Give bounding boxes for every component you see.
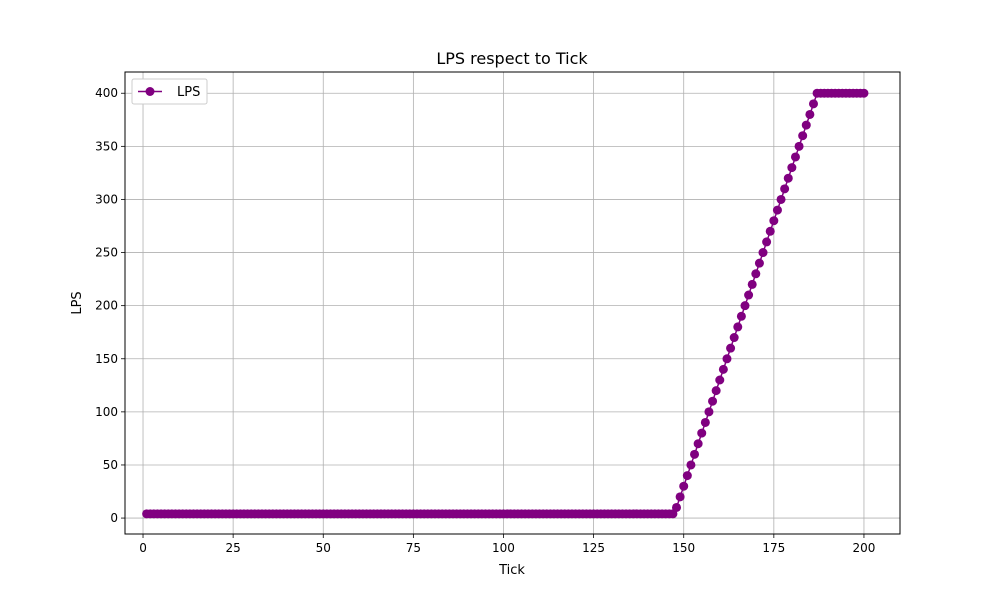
chart-title: LPS respect to Tick	[436, 49, 588, 68]
y-tick-label: 50	[103, 458, 118, 472]
legend-box	[131, 78, 208, 105]
x-tick-label: 100	[492, 541, 515, 555]
data-point	[736, 311, 746, 321]
data-point	[672, 502, 682, 512]
x-tick-label: 75	[406, 541, 421, 555]
data-point	[859, 88, 869, 98]
data-point	[769, 216, 779, 226]
data-point	[693, 439, 703, 449]
data-point	[740, 301, 750, 311]
x-tick-label: 125	[582, 541, 605, 555]
y-tick-label: 100	[95, 405, 118, 419]
plot-area	[124, 71, 901, 535]
data-point	[754, 258, 764, 268]
data-point	[697, 428, 707, 438]
data-point	[711, 386, 721, 396]
data-point	[679, 481, 689, 491]
y-tick-label: 200	[95, 299, 118, 313]
y-tick-label: 0	[110, 511, 118, 525]
data-point	[722, 354, 732, 364]
data-point	[780, 184, 790, 194]
grid-layer	[125, 72, 900, 534]
data-point	[787, 163, 797, 173]
data-point	[708, 396, 718, 406]
data-point	[675, 492, 685, 502]
series-layer	[142, 88, 869, 519]
data-point	[798, 131, 808, 141]
x-tick-label: 25	[225, 541, 240, 555]
data-point	[751, 269, 761, 279]
x-tick-label: 50	[316, 541, 331, 555]
data-point	[729, 333, 739, 343]
x-tick-label: 0	[139, 541, 147, 555]
data-point	[808, 99, 818, 109]
data-point	[762, 237, 772, 247]
legend: LPS	[131, 78, 208, 105]
x-tick-label: 175	[762, 541, 785, 555]
y-tick-label: 400	[95, 86, 118, 100]
data-point	[726, 343, 736, 353]
data-point	[765, 226, 775, 236]
data-point	[715, 375, 725, 385]
data-point	[783, 173, 793, 183]
x-tick-label: 150	[672, 541, 695, 555]
data-point	[776, 194, 786, 204]
data-point	[744, 290, 754, 300]
y-axis-label: LPS	[70, 291, 85, 314]
data-point	[747, 279, 757, 289]
data-point	[790, 152, 800, 162]
y-tick-label: 300	[95, 192, 118, 206]
data-point	[718, 364, 728, 374]
y-tick-label: 350	[95, 139, 118, 153]
legend-marker	[145, 87, 155, 96]
data-point	[758, 248, 768, 258]
y-tick-label: 150	[95, 352, 118, 366]
data-point	[733, 322, 743, 332]
series-line	[146, 92, 864, 515]
data-point	[794, 141, 804, 151]
x-axis-label: Tick	[498, 563, 525, 578]
data-point	[682, 471, 692, 481]
data-point	[801, 120, 811, 130]
y-tick-label: 250	[95, 246, 118, 260]
data-point	[690, 449, 700, 459]
x-tick-label: 200	[853, 541, 876, 555]
data-point	[704, 407, 714, 417]
data-point	[700, 417, 710, 427]
tick-layer: 0 25 50 75 100 125 150 175 200 0 50 100 150 200 250 300…	[95, 86, 875, 555]
legend-label: LPS	[177, 85, 200, 100]
data-point	[805, 109, 815, 119]
data-point	[686, 460, 696, 470]
data-point	[772, 205, 782, 215]
